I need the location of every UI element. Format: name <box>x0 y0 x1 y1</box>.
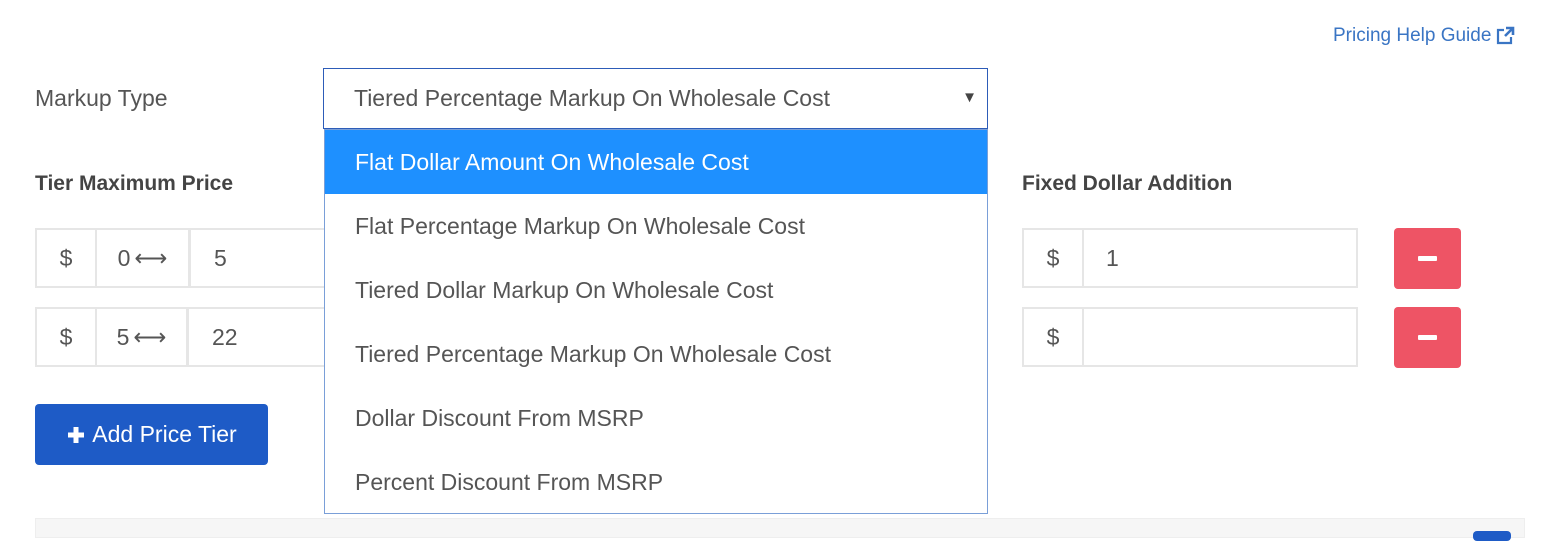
tier-max-input[interactable]: 22 <box>187 307 329 367</box>
option-flat-percentage[interactable]: Flat Percentage Markup On Wholesale Cost <box>355 212 805 239</box>
add-price-tier-label: Add Price Tier <box>92 421 237 447</box>
option-tiered-dollar[interactable]: Tiered Dollar Markup On Wholesale Cost <box>355 276 774 303</box>
fixed-dollar-input[interactable] <box>1082 307 1358 367</box>
fixed-dollar-addition-header: Fixed Dollar Addition <box>1022 172 1233 195</box>
pricing-help-guide-link[interactable]: Pricing Help Guide <box>1333 25 1515 47</box>
add-price-tier-button[interactable]: Add Price Tier <box>35 404 268 465</box>
tier-maximum-price-header: Tier Maximum Price <box>35 172 234 195</box>
range-arrow-icon: ⟷ <box>133 323 167 350</box>
plus-icon <box>68 426 85 443</box>
tier-min-addon: 5 ⟷ <box>95 307 188 367</box>
range-arrow-icon: ⟷ <box>134 244 168 271</box>
bottom-panel <box>35 518 1525 538</box>
external-link-icon <box>1497 26 1515 45</box>
minus-icon <box>1418 335 1437 340</box>
panel-button[interactable] <box>1473 531 1511 541</box>
currency-addon: $ <box>1022 228 1084 288</box>
minus-icon <box>1418 256 1437 261</box>
markup-type-dropdown: Flat Dollar Amount On Wholesale Cost Fla… <box>324 129 988 514</box>
remove-tier-button[interactable] <box>1394 228 1461 289</box>
option-percent-discount-msrp[interactable]: Percent Discount From MSRP <box>355 468 664 495</box>
currency-addon: $ <box>35 307 97 367</box>
option-flat-dollar[interactable]: Flat Dollar Amount On Wholesale Cost <box>325 130 987 194</box>
caret-down-icon: ▼ <box>962 89 977 106</box>
option-tiered-percentage[interactable]: Tiered Percentage Markup On Wholesale Co… <box>355 340 831 367</box>
currency-addon: $ <box>1022 307 1084 367</box>
tier-min: 0 <box>117 244 131 271</box>
help-link-label: Pricing Help Guide <box>1333 25 1492 46</box>
tier-max-input[interactable]: 5 <box>189 228 329 288</box>
tier-min-addon: 0 ⟷ <box>95 228 190 288</box>
option-dollar-discount-msrp[interactable]: Dollar Discount From MSRP <box>355 404 644 431</box>
fixed-dollar-input[interactable]: 1 <box>1082 228 1358 288</box>
markup-type-label: Markup Type <box>35 85 168 111</box>
remove-tier-button[interactable] <box>1394 307 1461 368</box>
tier-min: 5 <box>116 323 130 350</box>
markup-type-select[interactable]: Tiered Percentage Markup On Wholesale Co… <box>323 68 988 129</box>
selected-value: Tiered Percentage Markup On Wholesale Co… <box>354 85 830 111</box>
currency-addon: $ <box>35 228 97 288</box>
